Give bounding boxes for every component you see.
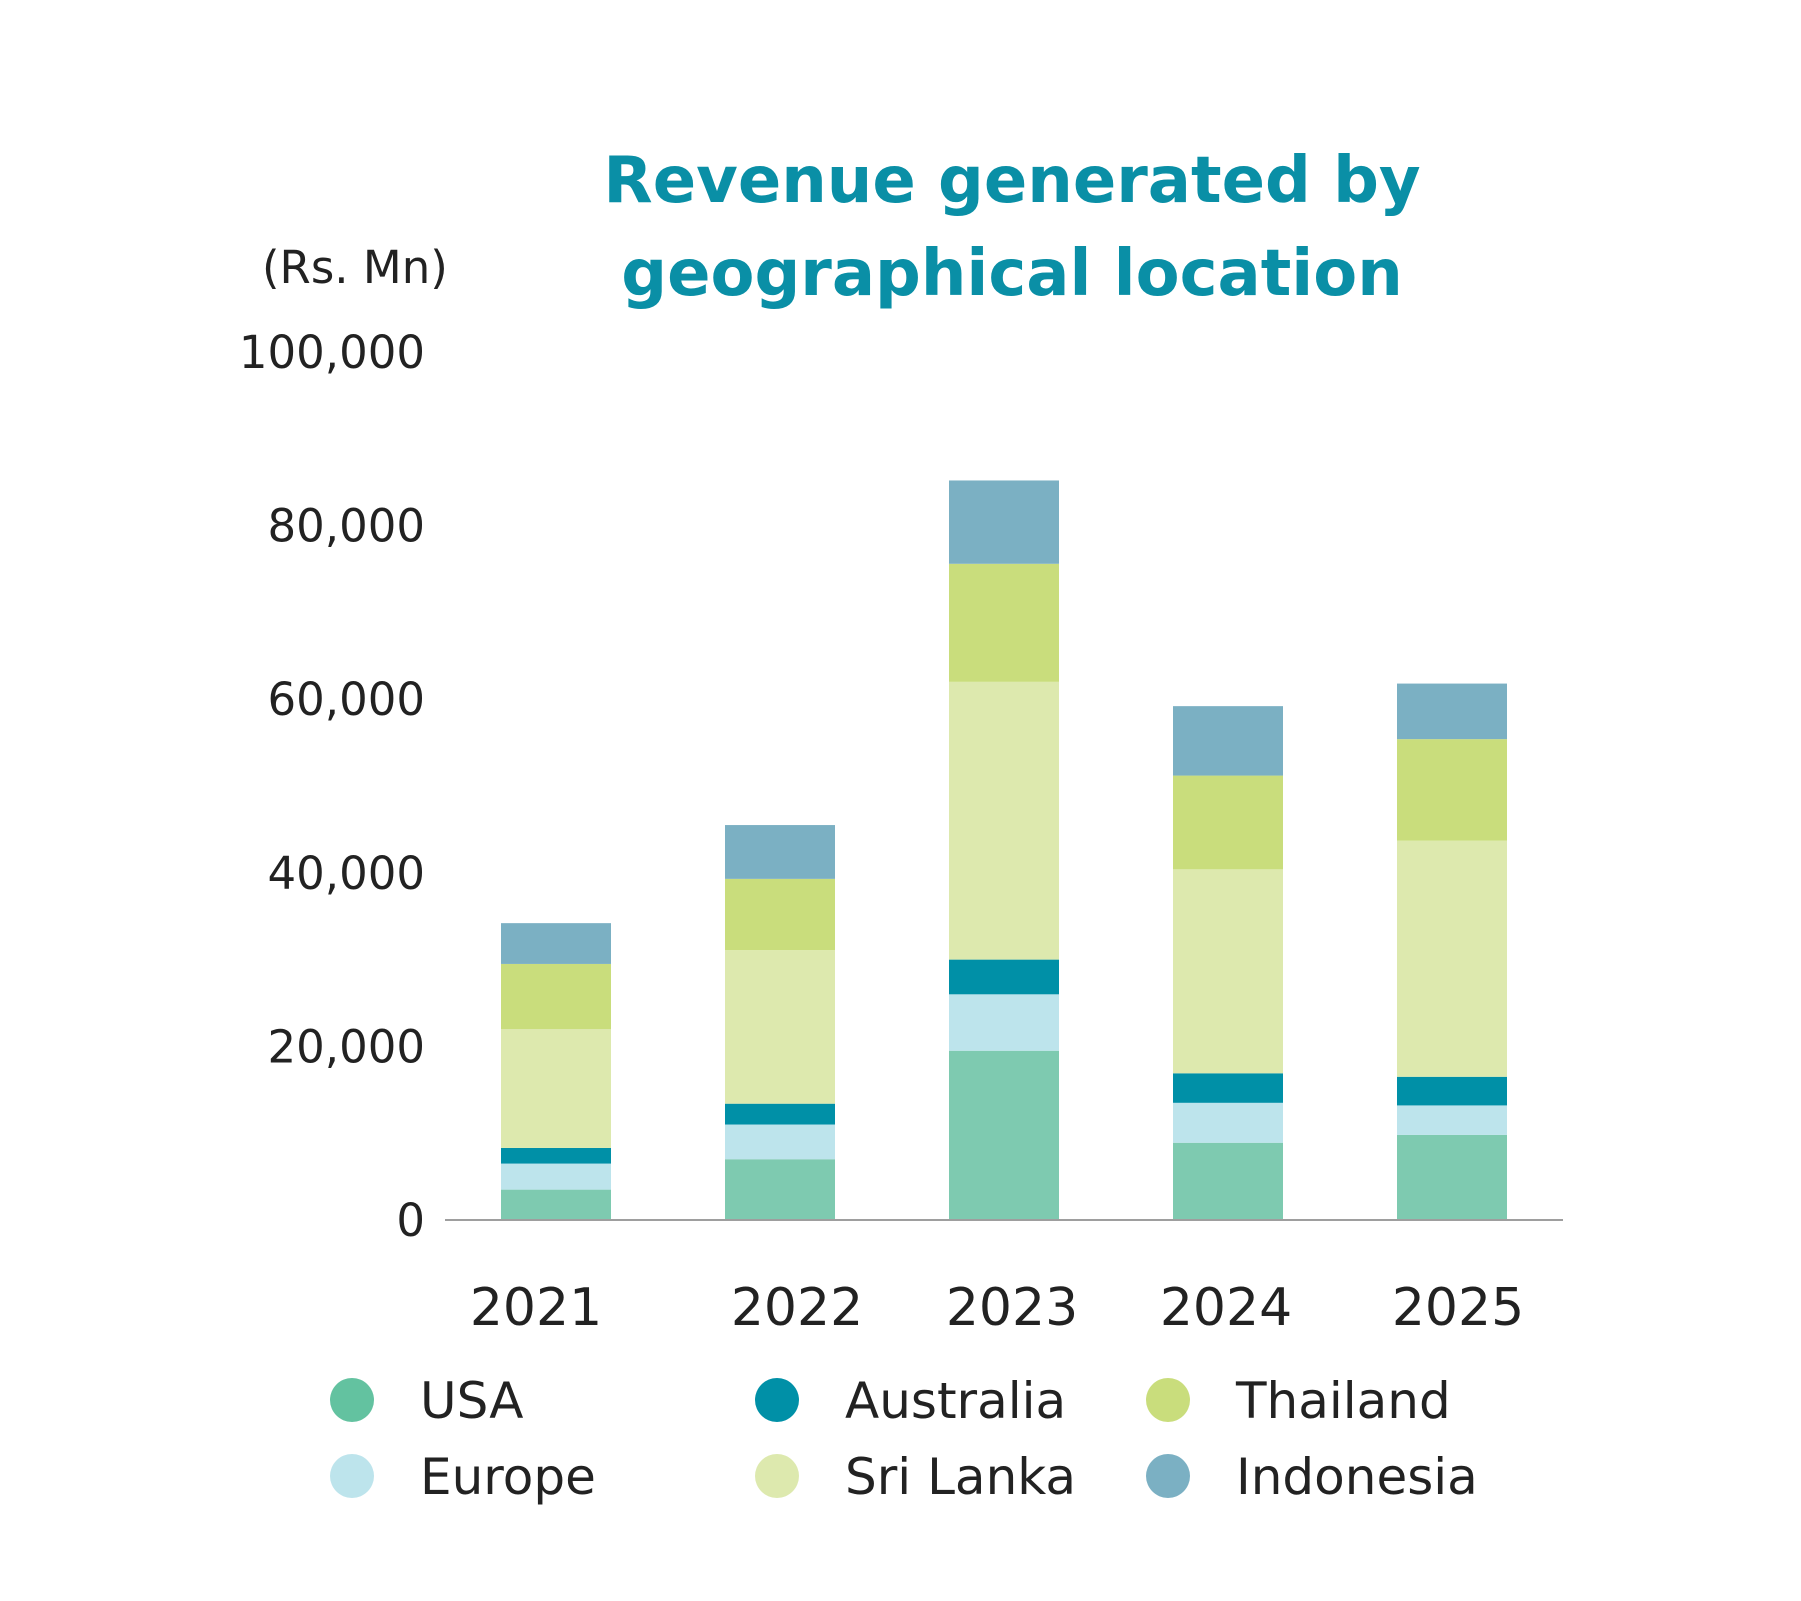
chart-title-line-2: geographical location [621,237,1403,311]
bar-segment-sri-lanka [949,681,1059,960]
bar-segment-australia [725,1103,835,1125]
bar-segment-sri-lanka [1173,869,1283,1074]
legend-item-sri-lanka: Sri Lanka [755,1448,1076,1506]
bar-segment-europe [1397,1105,1507,1135]
legend-item-thailand: Thailand [1146,1372,1451,1430]
bar-stack-2025 [1397,683,1507,1220]
bars [501,480,1507,1220]
bar-segment-usa [1397,1134,1507,1220]
y-tick-label: 100,000 [239,326,425,379]
bar-segment-usa [501,1189,611,1220]
x-tick-label: 2021 [470,1278,602,1338]
bar-segment-sri-lanka [725,950,835,1104]
x-tick-label: 2025 [1392,1278,1524,1338]
bar-segment-indonesia [1397,683,1507,740]
bar-segment-europe [949,994,1059,1051]
bar-segment-indonesia [501,923,611,964]
legend-item-indonesia: Indonesia [1146,1448,1478,1506]
bar-segment-thailand [949,563,1059,682]
legend-marker [330,1378,374,1422]
legend-label: USA [420,1372,523,1430]
legend-marker [1146,1378,1190,1422]
legend-label: Indonesia [1236,1448,1478,1506]
x-tick-label: 2024 [1160,1278,1292,1338]
bar-segment-europe [1173,1102,1283,1143]
legend-marker [755,1454,799,1498]
legend: USA Australia Thailand Europe Sri Lanka Indon… [330,1372,1478,1506]
x-tick-label: 2022 [731,1278,863,1338]
bar-segment-usa [725,1159,835,1220]
legend-label: Australia [845,1372,1066,1430]
bar-segment-australia [1397,1076,1507,1106]
legend-item-usa: USA [330,1372,523,1430]
bar-stack-2024 [1173,706,1283,1220]
y-axis-unit-label: (Rs. Mn) [262,241,448,294]
legend-item-europe: Europe [330,1448,596,1506]
bar-segment-europe [725,1124,835,1160]
legend-label: Sri Lanka [845,1448,1076,1506]
bar-segment-thailand [1397,739,1507,841]
bar-segment-australia [1173,1073,1283,1103]
bar-segment-thailand [725,878,835,951]
bar-stack-2021 [501,923,611,1220]
y-tick-label: 0 [396,1194,425,1247]
legend-label: Thailand [1235,1372,1451,1430]
bar-stack-2023 [949,480,1059,1220]
bar-segment-usa [949,1050,1059,1220]
legend-marker [1146,1454,1190,1498]
bar-segment-usa [1173,1142,1283,1220]
x-axis-ticks: 2021 2022 2023 2024 2025 [470,1278,1524,1338]
bar-segment-sri-lanka [501,1029,611,1148]
legend-marker [755,1378,799,1422]
bar-segment-thailand [501,963,611,1030]
bar-segment-australia [501,1147,611,1164]
legend-label: Europe [420,1448,596,1506]
y-axis-ticks: 0 20,000 40,000 60,000 80,000 100,000 [239,326,425,1247]
legend-marker [330,1454,374,1498]
legend-item-australia: Australia [755,1372,1066,1430]
bar-segment-sri-lanka [1397,840,1507,1077]
bar-segment-thailand [1173,775,1283,870]
x-tick-label: 2023 [946,1278,1078,1338]
y-tick-label: 80,000 [268,500,425,553]
bar-segment-indonesia [1173,706,1283,776]
bar-segment-indonesia [725,825,835,879]
bar-stack-2022 [725,825,835,1220]
y-tick-label: 60,000 [268,673,425,726]
bar-segment-europe [501,1163,611,1190]
chart-title-line-1: Revenue generated by [603,144,1420,218]
y-tick-label: 40,000 [268,847,425,900]
bar-segment-australia [949,959,1059,995]
y-tick-label: 20,000 [268,1020,425,1073]
bar-segment-indonesia [949,480,1059,564]
